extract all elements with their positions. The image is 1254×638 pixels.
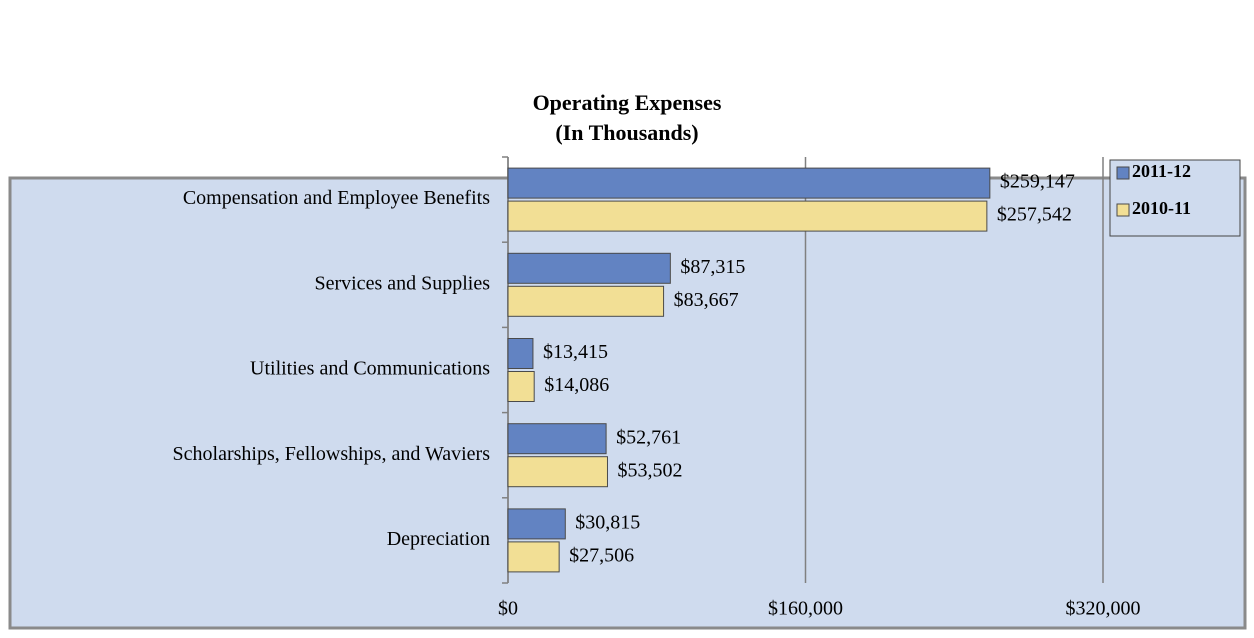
bar: [507, 371, 535, 402]
data-label: $257,542: [997, 204, 1072, 226]
bar: [507, 285, 665, 317]
data-label: $259,147: [1000, 171, 1075, 193]
legend-label: 2011-12: [1132, 161, 1191, 181]
bar: [507, 338, 534, 369]
x-tick-label: $160,000: [768, 598, 843, 620]
data-label: $53,502: [617, 459, 682, 481]
bar: [507, 423, 607, 455]
y-tick-label: Compensation and Employee Benefits: [183, 187, 490, 209]
bar: [507, 200, 988, 232]
chart-subtitle: (In Thousands): [555, 120, 698, 145]
data-label: $14,086: [544, 374, 609, 396]
bar: [507, 541, 560, 573]
data-label: $87,315: [680, 256, 745, 278]
bar: [507, 508, 566, 540]
data-label: $30,815: [575, 511, 640, 533]
data-label: $13,415: [543, 341, 608, 363]
legend-swatch: [1116, 166, 1130, 180]
y-tick-label: Utilities and Communications: [250, 358, 490, 380]
data-label: $52,761: [616, 426, 681, 448]
legend-box: [1109, 159, 1241, 237]
data-label: $83,667: [674, 289, 739, 311]
y-tick-label: Services and Supplies: [314, 272, 490, 294]
chart-title: Operating Expenses: [533, 90, 722, 115]
bar: [507, 456, 608, 488]
legend-swatch: [1116, 203, 1130, 217]
x-tick-label: $0: [498, 598, 518, 620]
bar: [507, 252, 671, 284]
legend-label: 2010-11: [1132, 198, 1191, 218]
y-tick-label: Scholarships, Fellowships, and Waviers: [173, 443, 491, 465]
bar: [507, 167, 991, 199]
x-tick-label: $320,000: [1066, 598, 1141, 620]
data-label: $27,506: [569, 544, 634, 566]
y-tick-label: Depreciation: [387, 528, 490, 550]
